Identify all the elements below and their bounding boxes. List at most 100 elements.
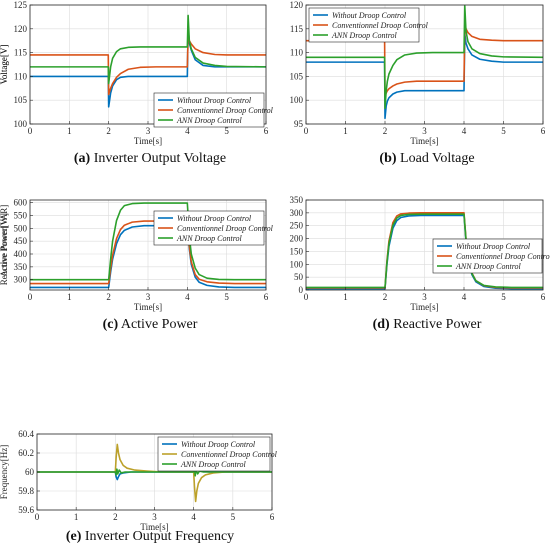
y-tick-label: 200 — [290, 234, 304, 244]
caption-text: Load Voltage — [397, 151, 475, 166]
x-tick-label: 4 — [191, 512, 196, 522]
y-axis-label: Voltage[V] — [0, 45, 9, 85]
series-line-3 — [37, 467, 272, 477]
x-tick-label: 2 — [383, 292, 388, 302]
legend-entry: ANN Droop Control — [331, 31, 398, 40]
caption-text: Reactive Power — [390, 317, 482, 332]
legend-entry: ANN Droop Control — [176, 116, 243, 125]
caption-text: Active Power — [118, 317, 198, 332]
legend-entry: Without Droop Control — [181, 440, 256, 449]
x-tick-label: 3 — [152, 512, 157, 522]
y-tick-label: 60.4 — [18, 429, 34, 439]
x-tick-label: 4 — [185, 126, 190, 136]
x-tick-label: 3 — [422, 292, 427, 302]
y-tick-label: 300 — [14, 275, 28, 285]
subfigure-caption: (e) Inverter Output Frequency — [66, 529, 234, 544]
y-tick-label: 110 — [14, 71, 28, 81]
y-axis-label: Active Power[W] — [0, 213, 9, 277]
x-tick-label: 6 — [541, 126, 546, 136]
y-axis-label: Reactive Power[VAR] — [0, 205, 9, 286]
series-line-3 — [30, 14, 266, 85]
x-axis-label: Time[s] — [140, 522, 168, 532]
x-tick-label: 3 — [146, 292, 151, 302]
y-tick-label: 105 — [14, 95, 28, 105]
y-tick-label: 0 — [299, 285, 304, 295]
caption-text: Inverter Output Frequency — [81, 529, 234, 544]
legend-box — [153, 92, 265, 128]
x-tick-label: 5 — [231, 512, 236, 522]
x-tick-label: 4 — [185, 292, 190, 302]
y-tick-label: 100 — [290, 259, 304, 269]
x-tick-label: 1 — [74, 512, 79, 522]
x-tick-label: 4 — [462, 126, 467, 136]
x-axis-label: Time[s] — [134, 136, 162, 146]
x-tick-label: 5 — [224, 292, 229, 302]
y-tick-label: 60 — [25, 467, 35, 477]
caption-letter: (a) — [74, 151, 91, 166]
y-tick-label: 300 — [290, 208, 304, 218]
y-tick-label: 125 — [14, 0, 28, 10]
x-tick-label: 6 — [264, 292, 269, 302]
x-tick-label: 0 — [28, 292, 33, 302]
caption-letter: (b) — [379, 151, 396, 166]
y-tick-label: 500 — [14, 223, 28, 233]
y-axis-label: Frequency[Hz] — [0, 445, 9, 499]
y-tick-label: 150 — [290, 246, 304, 256]
legend-entry: Conventionnel Droop Control — [456, 252, 550, 261]
caption-text: Inverter Output Voltage — [90, 151, 226, 166]
series-line-3 — [306, 5, 543, 110]
series-line-1 — [306, 32, 543, 120]
y-tick-label: 50 — [294, 272, 304, 282]
series-line-2 — [30, 35, 266, 96]
x-tick-label: 5 — [501, 292, 506, 302]
subfigure-caption: (d) Reactive Power — [373, 317, 482, 332]
y-tick-label: 110 — [290, 48, 304, 58]
y-tick-label: 60.2 — [18, 448, 34, 458]
subfigure-caption: (c) Active Power — [103, 317, 198, 332]
y-tick-label: 120 — [14, 24, 28, 34]
y-tick-label: 120 — [290, 0, 304, 10]
x-tick-label: 2 — [106, 126, 111, 136]
x-tick-label: 6 — [270, 512, 275, 522]
x-tick-label: 2 — [383, 126, 388, 136]
caption-letter: (e) — [66, 529, 82, 544]
legend-entry: ANN Droop Control — [455, 262, 522, 271]
legend-entry: Conventionnel Droop Control — [177, 224, 274, 233]
x-tick-label: 0 — [304, 126, 309, 136]
y-axis-label: Voltage[V] — [0, 45, 9, 85]
legend-entry: ANN Droop Control — [180, 460, 247, 469]
x-tick-label: 0 — [35, 512, 40, 522]
legend-entry: Without Droop Control — [177, 96, 252, 105]
chart-b: 0 1 2 3 4 5 695100105110115120Time[s]Voltage[V… — [0, 0, 546, 166]
subfigure-caption: (b) Load Voltage — [379, 151, 474, 166]
y-tick-label: 600 — [14, 198, 28, 208]
chart-c: 0 1 2 3 4 5 6 300 350 400 450 500 550 600 Time[s] Activ… — [0, 198, 274, 332]
legend-entry: Without Droop Control — [456, 242, 531, 251]
y-tick-label: 59.8 — [18, 486, 34, 496]
x-tick-label: 4 — [462, 292, 467, 302]
x-tick-label: 1 — [67, 126, 72, 136]
legend-entry: ANN Droop Control — [176, 234, 243, 243]
y-tick-label: 59.6 — [18, 505, 34, 515]
y-tick-label: 350 — [290, 195, 304, 205]
x-tick-label: 2 — [106, 292, 111, 302]
x-tick-label: 1 — [343, 292, 348, 302]
legend-entry: Conventionnel Droop Control — [177, 106, 274, 115]
legend-entry: Without Droop Control — [332, 11, 407, 20]
series-line-1 — [30, 25, 266, 108]
x-tick-label: 0 — [304, 292, 309, 302]
y-tick-label: 100 — [290, 95, 304, 105]
y-tick-label: 115 — [14, 48, 28, 58]
x-tick-label: 2 — [113, 512, 118, 522]
caption-letter: (d) — [373, 317, 390, 332]
y-tick-label: 100 — [14, 119, 28, 129]
subfigure-caption: (a) Inverter Output Voltage — [74, 151, 226, 166]
caption-letter: (c) — [103, 317, 119, 332]
y-tick-label: 115 — [290, 24, 304, 34]
series-line-3 — [306, 213, 543, 289]
x-axis-label: Time[s] — [134, 302, 162, 312]
chart-a: 0 1 2 3 4 5 6 100 105 110 115 120 125 Time[s] Voltage[… — [0, 0, 274, 166]
chart-e: 0 1 2 3 4 5 6 59.6 59.8 60 60.2 60.4 Time[s] Frequenc… — [0, 429, 278, 544]
x-tick-label: 1 — [343, 126, 348, 136]
